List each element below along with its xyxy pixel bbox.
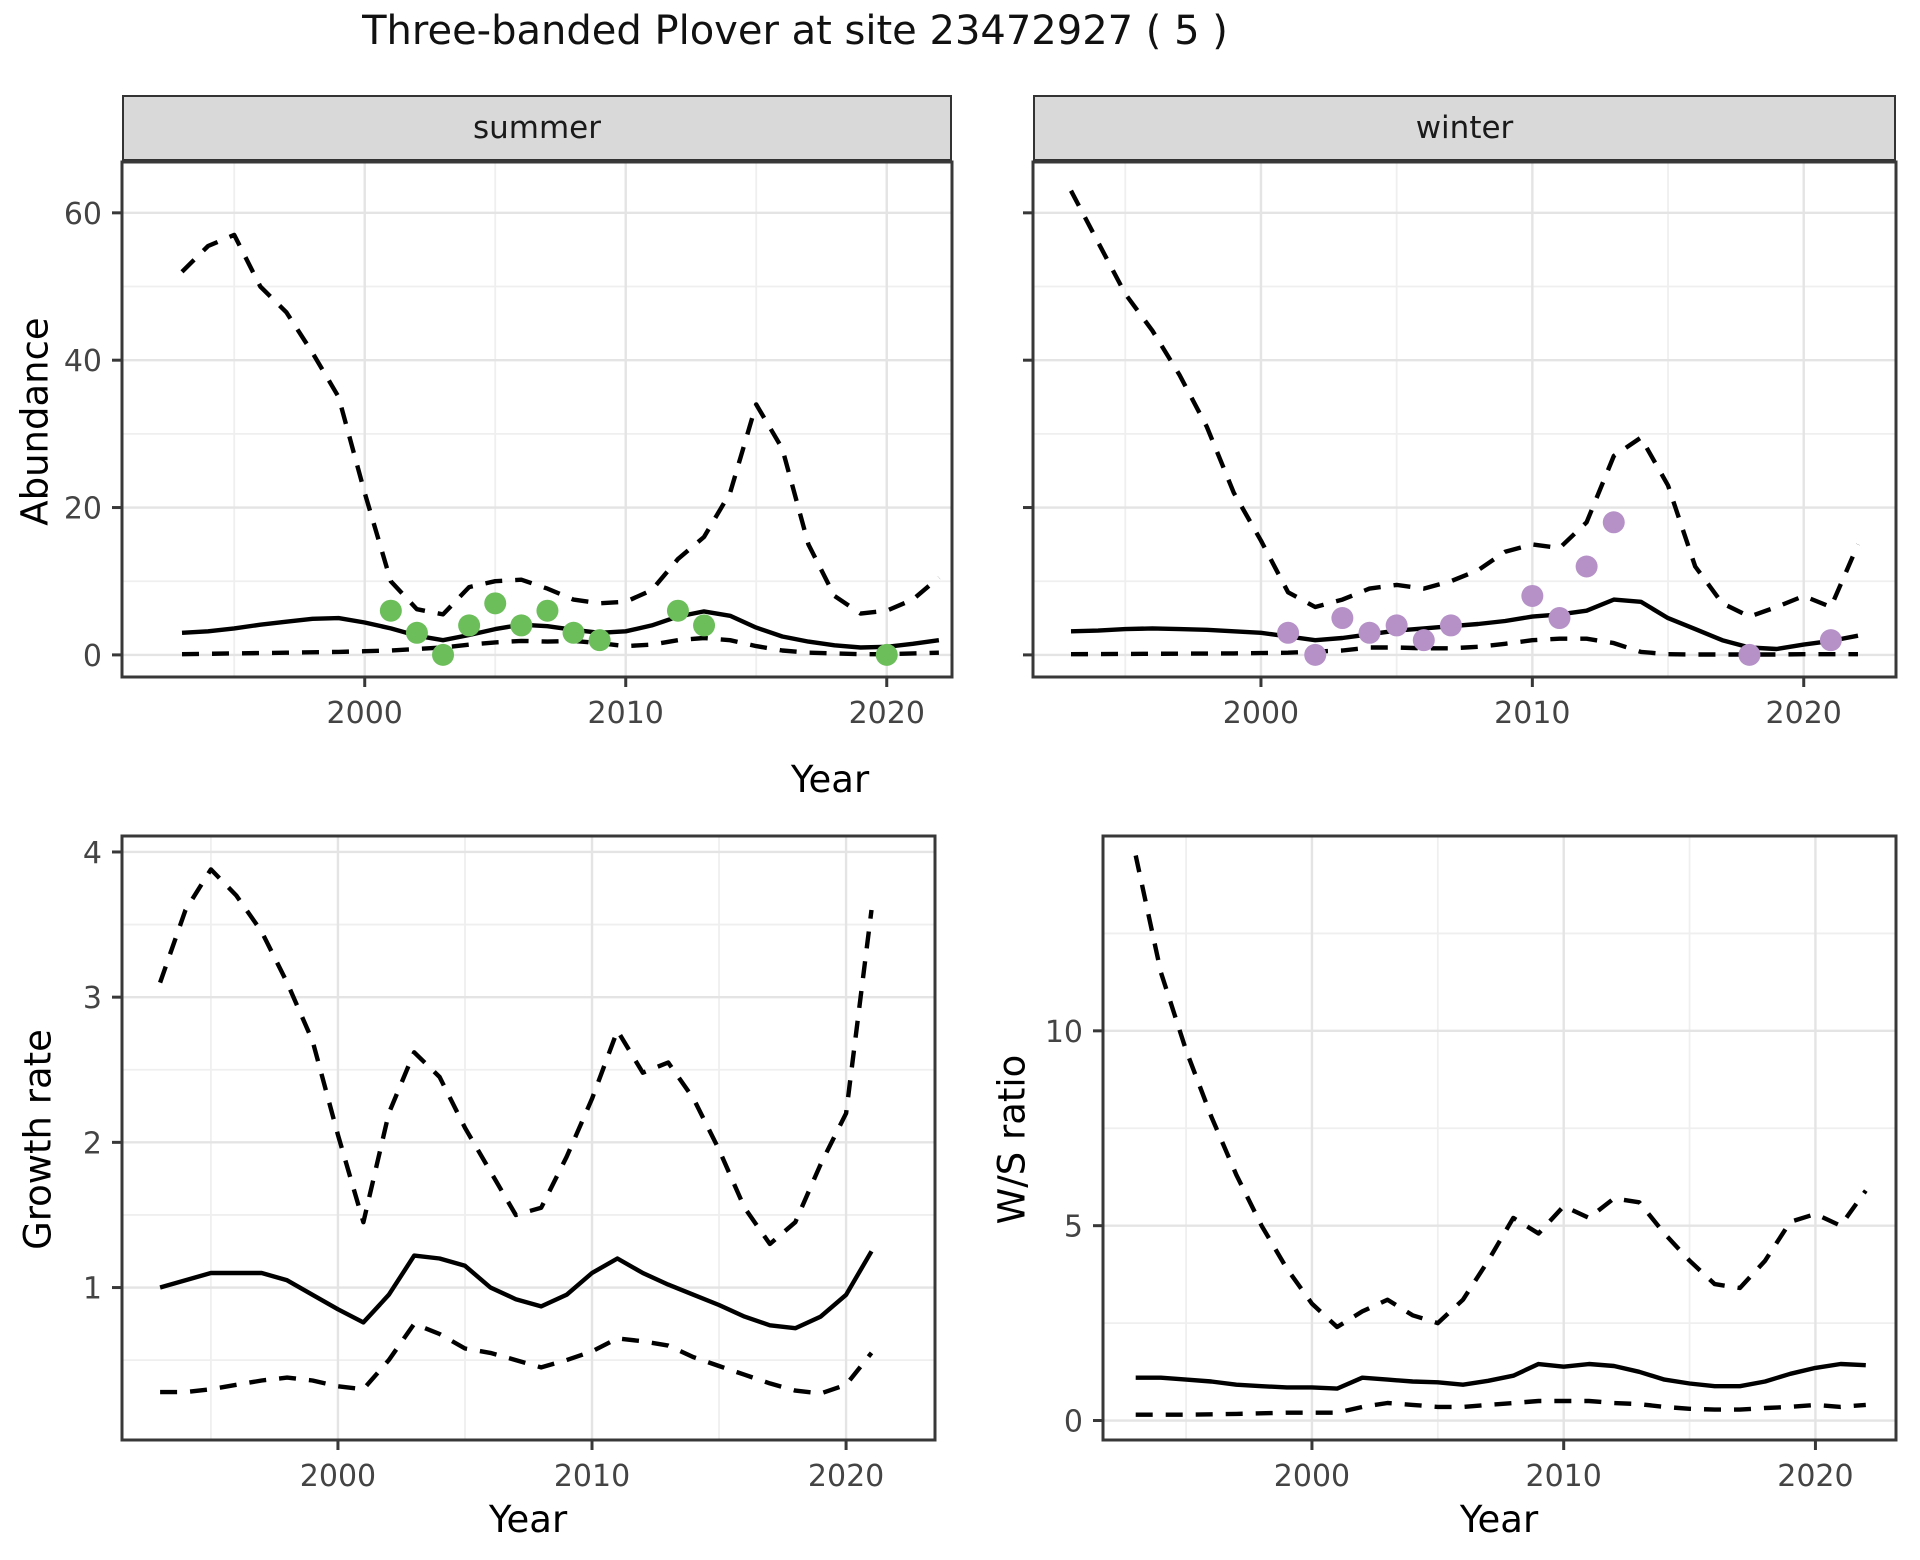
- growth-mean-line: [159, 1250, 874, 1331]
- winter_observations-point: [1602, 511, 1625, 534]
- growth-lower_ci-line: [160, 1321, 874, 1396]
- summer-upper_ci-line: [180, 232, 941, 617]
- summer-y-tick-label: 40: [64, 344, 102, 379]
- facet-strip-winter-label: winter: [1415, 110, 1514, 146]
- growth-y-tick-label: 3: [83, 981, 102, 1016]
- winter-x-tick-label: 2000: [1223, 696, 1299, 731]
- x-axis-title-year-bottom-right: Year: [1459, 1498, 1539, 1541]
- summer-x-tick-label: 2010: [588, 696, 664, 731]
- y-axis-title-growth-rate: Growth rate: [16, 1029, 60, 1250]
- summer_observations-point: [405, 621, 428, 644]
- facet-strip-winter: winter: [1033, 95, 1896, 162]
- ws-y-tick-label: 10: [1045, 1015, 1083, 1050]
- summer-y-tick-label: 20: [64, 492, 102, 527]
- winter_observations-point: [1277, 621, 1300, 644]
- summer_observations-point: [379, 599, 402, 622]
- x-axis-title-year-top: Year: [790, 758, 870, 801]
- winter_observations-point: [1738, 643, 1761, 666]
- summer_observations-point: [562, 621, 585, 644]
- y-axis-title-abundance: Abundance: [13, 317, 57, 526]
- winter_observations-point: [1358, 621, 1381, 644]
- winter-upper_ci-line: [1069, 189, 1861, 619]
- summer-y-tick-label: 0: [83, 639, 102, 674]
- summer_observations-point: [875, 643, 898, 666]
- growth-x-tick-label: 2000: [300, 1459, 376, 1494]
- winter_observations-point: [1385, 614, 1408, 637]
- winter-x-tick-label: 2010: [1494, 696, 1570, 731]
- summer-panel: 2000 2010 2020 0 20 40 60: [64, 160, 954, 731]
- winter-x-tick-label: 2020: [1766, 696, 1842, 731]
- x-axis-title-year-bottom-left: Year: [488, 1498, 568, 1541]
- summer-x-tick-label: 2020: [849, 696, 925, 731]
- summer_observations-point: [432, 643, 455, 666]
- growth-x-tick-label: 2020: [808, 1459, 884, 1494]
- ws-x-tick-label: 2000: [1274, 1459, 1350, 1494]
- winter_observations-point: [1575, 555, 1598, 578]
- summer_observations-point: [510, 614, 533, 637]
- growth-upper_ci-line: [158, 867, 874, 1247]
- facet-strip-summer: summer: [122, 95, 952, 162]
- growth-panel: 2000 2010 2020 1 2 3 4: [83, 834, 937, 1494]
- summer-mean-line: [181, 609, 940, 650]
- winter_observations-point: [1412, 629, 1435, 652]
- ws-x-tick-label: 2010: [1526, 1459, 1602, 1494]
- summer_observations-point: [484, 592, 507, 615]
- summer-y-tick-label: 60: [64, 197, 102, 232]
- summer_observations-point: [536, 599, 559, 622]
- summer_observations-point: [666, 599, 689, 622]
- summer_observations-point: [693, 614, 716, 637]
- winter_observations-point: [1331, 607, 1354, 630]
- ws-y-tick-label: 5: [1064, 1210, 1083, 1245]
- ws-y-tick-label: 0: [1064, 1405, 1083, 1440]
- winter_observations-point: [1521, 584, 1544, 607]
- ws-upper_ci-line: [1133, 855, 1868, 1330]
- summer-x-tick-label: 2000: [327, 696, 403, 731]
- winter-mean-line: [1070, 597, 1859, 652]
- ws-mean-line: [1135, 1361, 1866, 1391]
- winter-panel: 2000 2010 2020: [1023, 160, 1898, 731]
- summer-lower_ci-line: [181, 635, 939, 657]
- summer_observations-point: [588, 629, 611, 652]
- facet-strip-summer-label: summer: [472, 110, 601, 146]
- growth-y-tick-label: 2: [83, 1126, 102, 1161]
- winter_observations-point: [1439, 614, 1462, 637]
- growth-x-tick-label: 2010: [554, 1459, 630, 1494]
- y-axis-title-ws-ratio: W/S ratio: [990, 1054, 1034, 1225]
- winter_observations-point: [1304, 643, 1327, 666]
- ws-panel: 2000 2010 2020 0 5 10: [1045, 834, 1898, 1494]
- ws-x-tick-label: 2020: [1777, 1459, 1853, 1494]
- growth-y-tick-label: 4: [83, 836, 102, 871]
- winter_observations-point: [1548, 607, 1571, 630]
- growth-y-tick-label: 1: [83, 1272, 102, 1307]
- winter_observations-point: [1819, 629, 1842, 652]
- page-title: Three-banded Plover at site 23472927 ( 5…: [362, 8, 1228, 54]
- summer_observations-point: [458, 614, 481, 637]
